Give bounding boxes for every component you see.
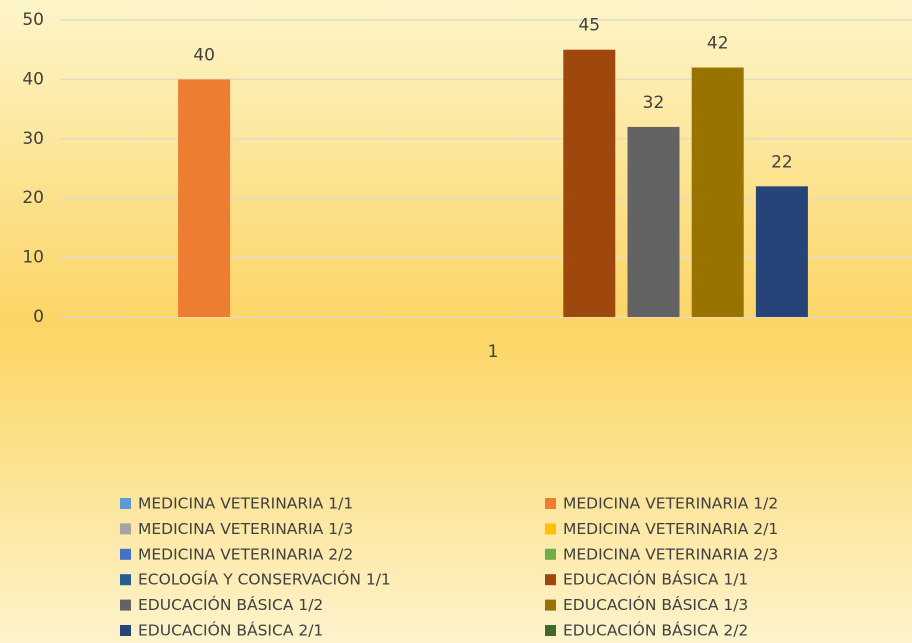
data-label: 45 xyxy=(578,16,600,36)
legend-label: MEDICINA VETERINARIA 2/3 xyxy=(563,545,778,563)
legend-label: EDUCACIÓN BÁSICA 1/2 xyxy=(138,595,323,614)
data-label: 32 xyxy=(643,93,665,113)
legend-label: MEDICINA VETERINARIA 1/2 xyxy=(563,495,778,513)
legend-label: MEDICINA VETERINARIA 1/3 xyxy=(138,520,353,538)
x-tick-label: 1 xyxy=(488,342,499,362)
data-label: 40 xyxy=(193,45,215,65)
legend-label: EDUCACIÓN BÁSICA 1/3 xyxy=(563,595,748,614)
bar xyxy=(691,67,744,318)
legend-swatch xyxy=(120,498,131,509)
bar xyxy=(563,49,616,317)
bar xyxy=(627,126,680,317)
legend-swatch xyxy=(120,523,131,535)
legend-swatch xyxy=(545,599,556,611)
y-tick-label: 10 xyxy=(22,248,44,268)
legend-label: EDUCACIÓN BÁSICA 1/1 xyxy=(563,570,748,589)
legend-label: MEDICINA VETERINARIA 1/1 xyxy=(138,495,353,513)
legend-label: ECOLOGÍA Y CONSERVACIÓN 1/1 xyxy=(138,570,391,589)
legend-swatch xyxy=(545,574,556,586)
legend-swatch xyxy=(120,625,131,636)
legend-label: MEDICINA VETERINARIA 2/2 xyxy=(138,545,353,563)
y-tick-label: 40 xyxy=(22,69,44,89)
legend-swatch xyxy=(120,599,131,611)
legend-swatch xyxy=(545,498,556,509)
bar xyxy=(755,186,808,317)
data-label: 22 xyxy=(771,152,793,172)
data-label: 42 xyxy=(707,34,729,54)
legend-swatch xyxy=(120,574,131,586)
legend-label: EDUCACIÓN BÁSICA 2/1 xyxy=(138,621,323,640)
y-tick-label: 0 xyxy=(33,307,44,327)
y-tick-label: 50 xyxy=(22,10,44,30)
y-tick-label: 20 xyxy=(22,188,44,208)
legend-swatch xyxy=(545,548,556,560)
legend-swatch xyxy=(120,548,131,560)
legend-swatch xyxy=(545,625,556,636)
bar xyxy=(178,79,231,318)
legend-label: EDUCACIÓN BÁSICA 2/2 xyxy=(563,621,748,640)
legend-label: MEDICINA VETERINARIA 2/1 xyxy=(563,520,778,538)
legend-swatch xyxy=(545,523,556,535)
y-tick-label: 30 xyxy=(22,129,44,149)
